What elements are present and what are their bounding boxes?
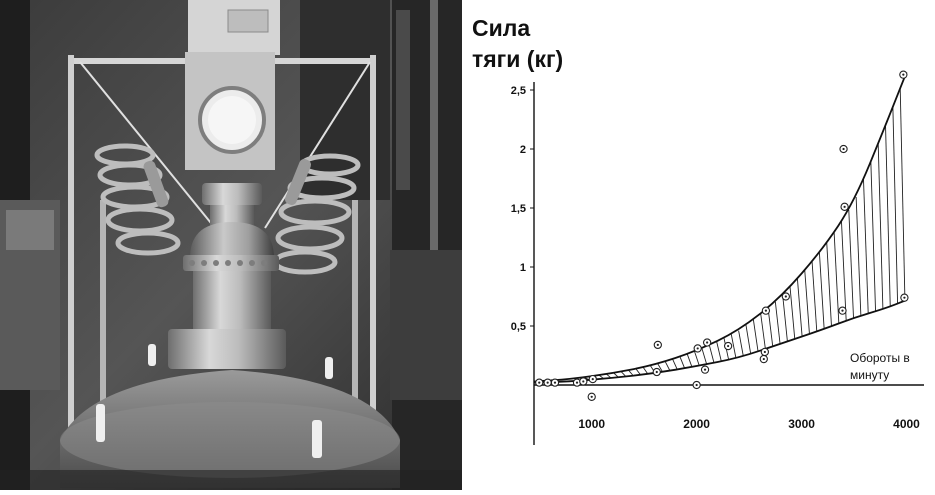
data-point-center xyxy=(696,347,699,350)
hatch-line xyxy=(745,324,752,354)
data-point-center xyxy=(903,296,906,299)
hatch-line xyxy=(789,286,796,339)
data-point-center xyxy=(591,378,594,381)
x-axis-label-line: Обороты в xyxy=(850,351,910,365)
data-point-center xyxy=(727,344,730,348)
data-point-center xyxy=(902,73,905,76)
curves xyxy=(533,71,908,384)
hatch-line xyxy=(848,209,854,318)
data-point-center xyxy=(546,381,549,384)
data-point-center xyxy=(582,380,585,383)
y-tick-label: 1 xyxy=(520,262,526,274)
hatch-line xyxy=(628,369,634,376)
hatch-line xyxy=(774,301,781,344)
y-tick-label: 0,5 xyxy=(511,321,526,333)
data-points xyxy=(535,70,909,401)
upper-envelope-curve xyxy=(533,71,908,383)
hatch-line xyxy=(818,252,825,329)
data-point-center xyxy=(538,381,541,384)
hatch-line xyxy=(694,351,700,366)
hatch-line xyxy=(811,261,818,332)
hatch-line xyxy=(642,366,649,375)
hatch-line xyxy=(716,341,722,362)
y-tick-label: 2,5 xyxy=(511,85,526,97)
hatch-line xyxy=(899,88,906,301)
hatch-line xyxy=(892,106,899,304)
hatch-line xyxy=(804,269,810,334)
data-point-center xyxy=(655,370,658,374)
hatch-line xyxy=(760,313,766,349)
hatch-line xyxy=(635,368,641,376)
hatch-line xyxy=(840,220,847,321)
x-tick-label: 4000 xyxy=(893,417,920,431)
data-point-center xyxy=(763,350,766,354)
x-tick-label: 2000 xyxy=(683,417,710,431)
hatch-line xyxy=(833,231,840,324)
hatch-line xyxy=(877,143,884,310)
axis-labels: 0,5 1 1,5 2 2,5 1000 2000 3000 4000 Обороты в мину… xyxy=(511,85,920,431)
x-axis-label-line: минуту xyxy=(850,368,889,382)
thrust-chart: Сила тяги (кг) 0,5 1 1,5 2 2,5 1000 2000 3000 40… xyxy=(462,0,935,490)
data-point-center xyxy=(764,309,767,312)
y-tick-label: 1,5 xyxy=(511,203,526,215)
hatch-line xyxy=(863,179,869,314)
data-point-center xyxy=(843,205,846,208)
chart-plot: 0,5 1 1,5 2 2,5 1000 2000 3000 4000 Обороты в мину… xyxy=(511,70,924,445)
data-point-center xyxy=(575,381,579,384)
hatch-line xyxy=(826,242,832,327)
rocket-engine-test-stand-photo xyxy=(0,0,462,490)
chart-title-line-1: Сила xyxy=(472,15,531,41)
hatch-line xyxy=(870,161,877,312)
hatch-line xyxy=(738,330,744,357)
hatch-line xyxy=(730,334,737,359)
axes xyxy=(530,82,924,445)
hatch-line xyxy=(782,295,788,342)
chart-title-line-2: тяги (кг) xyxy=(472,46,564,72)
data-point-center xyxy=(762,357,765,361)
hatch-line xyxy=(679,356,685,369)
hatch-line xyxy=(657,363,663,373)
x-tick-label: 1000 xyxy=(578,417,605,431)
hatch-line xyxy=(885,125,891,307)
data-point-center xyxy=(590,395,593,398)
hatch-line xyxy=(686,353,693,368)
y-tick-label: 2 xyxy=(520,144,526,156)
hatch-line xyxy=(701,348,708,365)
hatch-area xyxy=(584,88,906,381)
hatch-line xyxy=(672,358,678,370)
x-tick-label: 3000 xyxy=(788,417,815,431)
hatch-line xyxy=(796,278,803,337)
hatch-line xyxy=(664,361,671,371)
data-point-center xyxy=(842,147,845,151)
data-point-center xyxy=(784,295,787,298)
data-point-center xyxy=(656,343,659,346)
hatch-line xyxy=(767,307,774,347)
data-point-center xyxy=(706,341,709,344)
data-point-center xyxy=(553,381,557,384)
data-point-center xyxy=(695,383,698,387)
hatch-line xyxy=(708,344,715,363)
data-point-center xyxy=(703,368,707,371)
hatch-line xyxy=(752,319,759,352)
hatch-line xyxy=(855,196,862,316)
data-point-center xyxy=(841,309,844,312)
